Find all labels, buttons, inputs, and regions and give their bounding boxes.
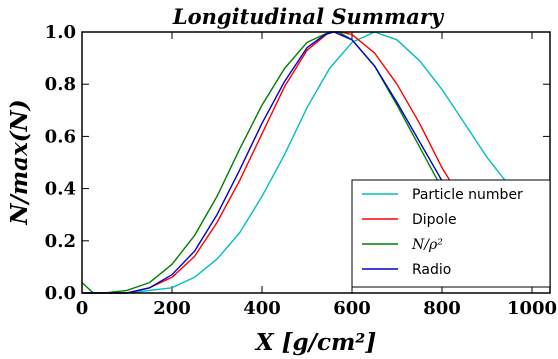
y-tick-label: 0.0 (45, 283, 76, 304)
legend-label: Particle number (412, 187, 523, 203)
x-tick-label: 200 (153, 298, 191, 319)
y-tick-label: 0.8 (45, 74, 76, 95)
x-tick-label: 600 (333, 298, 371, 319)
x-tick-label: 0 (76, 298, 89, 319)
chart-title: Longitudinal Summary (172, 4, 445, 29)
legend-label: Dipole (412, 212, 457, 228)
y-axis-label: N/max(N) (6, 99, 33, 225)
x-tick-label: 800 (423, 298, 461, 319)
legend-label: Radio (412, 262, 451, 278)
x-tick-label: 400 (243, 298, 281, 319)
x-axis-label: X [g/cm²] (254, 329, 377, 356)
y-tick-label: 0.4 (45, 179, 76, 200)
legend: Particle number Dipole N/ρ² Radio (352, 180, 550, 287)
legend-label: N/ρ² (411, 237, 443, 253)
y-tick-label: 1.0 (45, 22, 76, 43)
y-tick-label: 0.2 (45, 231, 76, 252)
x-tick-label: 1000 (507, 298, 557, 319)
y-tick-label: 0.6 (45, 126, 76, 147)
